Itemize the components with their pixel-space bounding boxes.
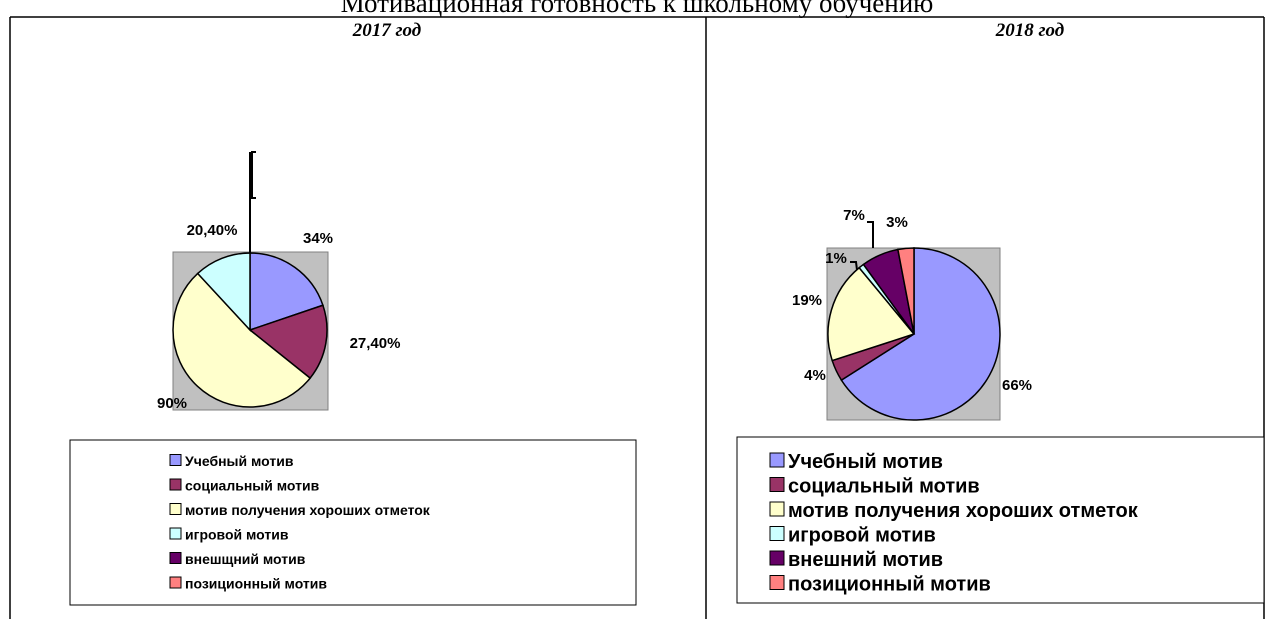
data-label: 3% [886,214,908,231]
leader-lines [249,151,874,330]
pie-slice [897,247,915,335]
legend-swatch [769,550,785,566]
legend-label: позиционный мотив [788,574,991,596]
legend-swatch [769,477,785,492]
legend-swatch [169,552,182,564]
legend-label: игровой мотив [185,526,289,542]
data-label: 34% [303,230,333,247]
data-label: 20,40% [187,222,238,239]
data-label: 7% [843,207,865,224]
legend-swatch [769,501,785,517]
legend-swatch [169,478,182,491]
legend-label: внешщний мотив [185,551,306,567]
data-label: 4% [804,367,826,384]
legend-box [736,436,1265,604]
pie-slice [248,304,328,380]
legend-swatch [169,454,182,466]
data-label: 1% [825,250,847,267]
chart-title: 2017 год [352,20,421,41]
data-label: 90% [157,395,187,412]
legend-label: мотив получения хороших отметок [185,502,431,518]
legend-label: игровой мотив [788,525,936,547]
legend-label: Учебный мотив [185,453,294,469]
pie-slice [840,247,1001,421]
data-label: 66% [1002,377,1032,394]
legend-swatch [769,526,785,541]
data-label: 27,40% [350,335,401,352]
legend-label: социальный мотив [788,476,980,498]
pie-slice [196,252,251,332]
legend-swatch [769,575,785,590]
legend-swatch [169,503,182,515]
legend-swatch [169,576,182,589]
legend-label: Учебный мотив [788,451,943,473]
legend-label: позиционный мотив [185,575,327,591]
chart-title: 2018 год [995,20,1064,41]
pie-slice [827,266,916,362]
legend-label: социальный мотив [185,477,320,493]
pie-slice [172,272,312,408]
page-title: Мотивационная готовность к школьному обу… [341,0,934,18]
data-label: 19% [792,292,822,309]
legend-box [69,439,637,606]
legend-swatch [769,452,785,468]
legend-swatch [169,527,182,540]
legend-label: внешний мотив [788,549,943,571]
legend-label: мотив получения хороших отметок [788,500,1139,522]
